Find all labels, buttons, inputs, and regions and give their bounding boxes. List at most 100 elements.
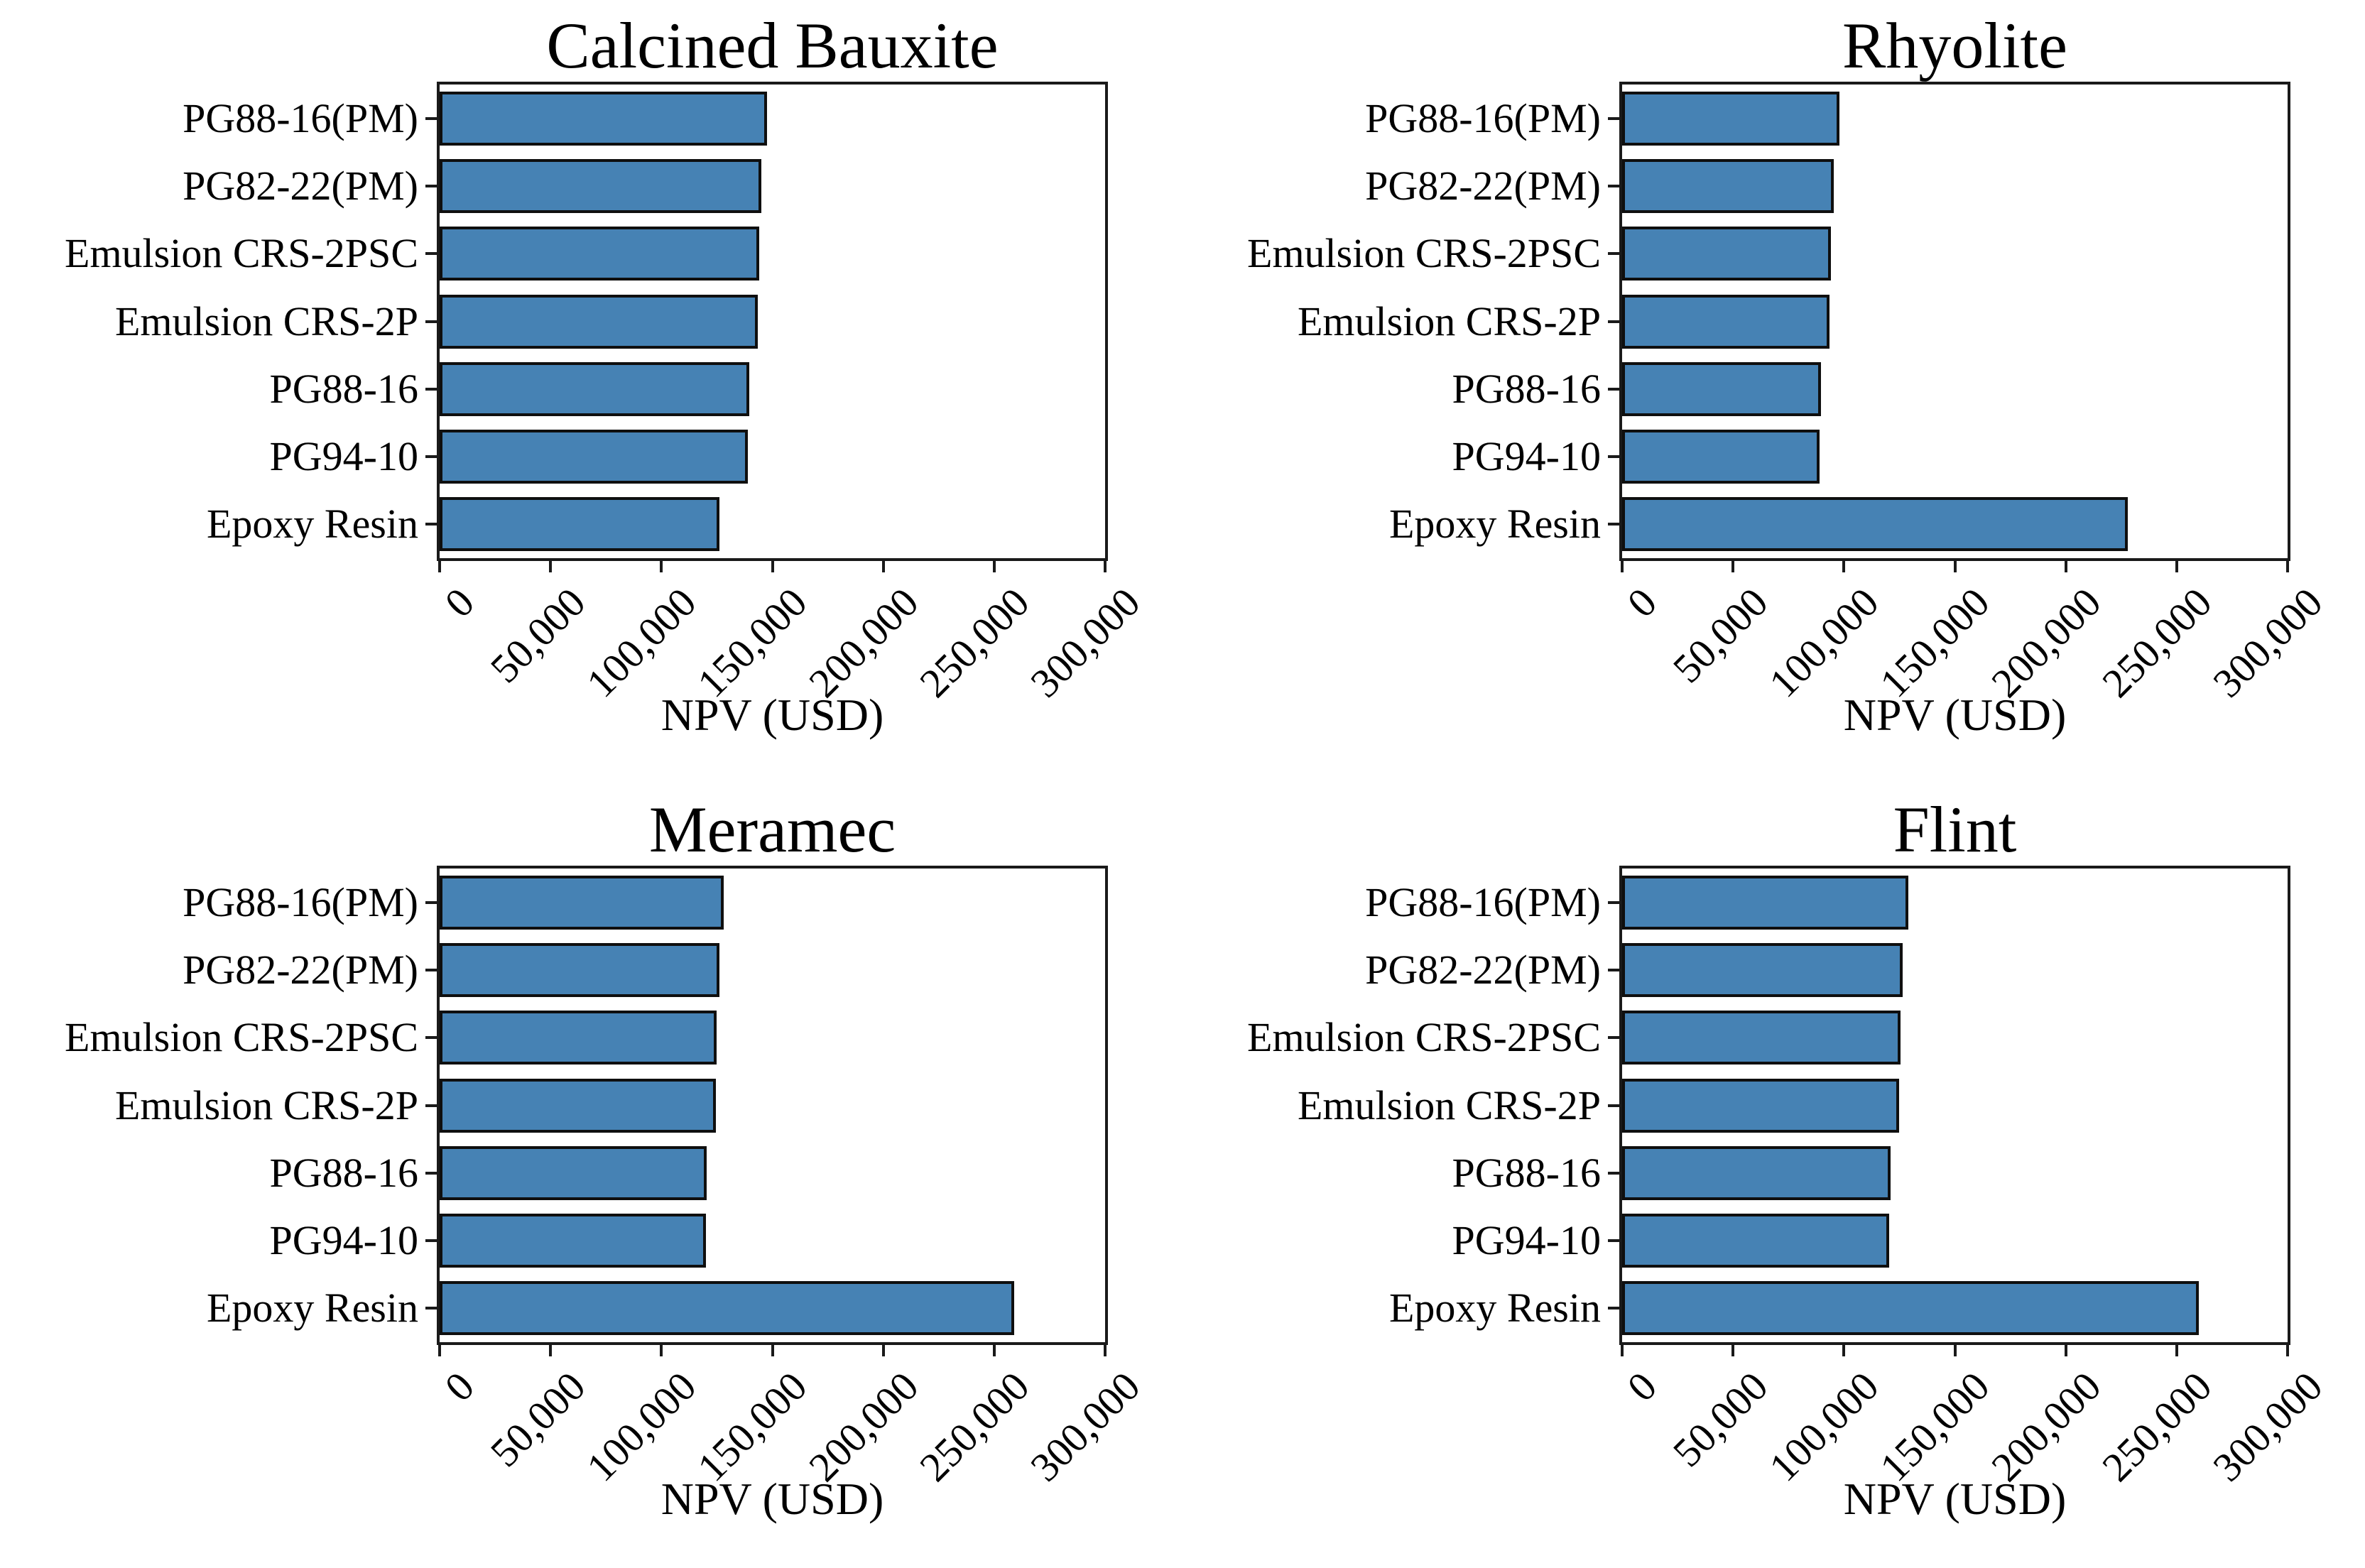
x-tick-mark [1842, 561, 1845, 572]
x-tick-mark [1954, 1345, 1957, 1356]
x-tick-mark [1731, 1345, 1734, 1356]
y-tick-label: Emulsion CRS-2P [1297, 1082, 1601, 1128]
y-tick-mark [425, 1036, 437, 1039]
x-tick-label: 50,000 [1663, 1363, 1777, 1476]
x-tick-label: 0 [1618, 1363, 1666, 1410]
chart-flint: Flint NPV (USD) PG88-16(PM) PG82-22(PM) Em… [1182, 784, 2365, 1568]
bar-emulsion-crs-2psc [1622, 1011, 1901, 1065]
x-tick-mark [771, 561, 774, 572]
bar-pg88-16 [440, 361, 749, 416]
x-axis-label: NPV (USD) [660, 1474, 884, 1524]
x-tick-mark [2175, 1345, 2178, 1356]
chart-rhyolite: Rhyolite NPV (USD) PG88-16(PM) PG82-22(PM… [1182, 0, 2365, 784]
y-tick-mark [425, 1239, 437, 1242]
chart-title: Meramec [648, 793, 896, 866]
y-tick-mark [1608, 1239, 1619, 1242]
x-tick-mark [1621, 1345, 1624, 1356]
bar-pg88-16-pm [440, 91, 767, 146]
y-tick-mark [1608, 117, 1619, 120]
bar-pg88-16 [440, 1145, 707, 1200]
bar-pg94-10 [1622, 1214, 1889, 1268]
y-tick-label: PG88-16(PM) [1365, 95, 1601, 141]
y-tick-label: PG94-10 [1452, 1217, 1601, 1263]
chart-title: Calcined Bauxite [546, 9, 999, 82]
y-tick-mark [1608, 320, 1619, 323]
x-tick-mark [438, 1345, 441, 1356]
bar-pg94-10 [440, 1214, 706, 1268]
y-tick-label: PG94-10 [1452, 433, 1601, 479]
x-tick-label: 200,000 [799, 1363, 928, 1491]
bar-pg88-16-pm [1622, 875, 1908, 930]
x-tick-label: 150,000 [1870, 1363, 1999, 1491]
bar-pg88-16 [1622, 361, 1821, 416]
x-tick-label: 50,000 [481, 579, 594, 692]
x-tick-label: 200,000 [799, 579, 928, 707]
y-tick-mark [1608, 1172, 1619, 1175]
x-tick-mark [1104, 561, 1107, 572]
x-tick-mark [882, 1345, 885, 1356]
bar-epoxy-resin [440, 497, 719, 552]
bar-pg82-22-pm [440, 158, 761, 213]
plot-area [437, 82, 1108, 561]
x-tick-label: 0 [1618, 579, 1666, 626]
y-tick-mark [425, 117, 437, 120]
y-tick-mark [425, 1307, 437, 1310]
x-tick-label: 100,000 [1759, 579, 1888, 707]
y-tick-label: Emulsion CRS-2P [114, 1082, 418, 1128]
x-tick-mark [1842, 1345, 1845, 1356]
y-tick-mark [425, 320, 437, 323]
bar-pg82-22-pm [440, 942, 719, 997]
y-tick-mark [425, 252, 437, 255]
chart-title: Flint [1893, 793, 2017, 866]
x-tick-mark [2065, 561, 2067, 572]
bar-epoxy-resin [1622, 1281, 2199, 1336]
x-tick-label: 50,000 [1663, 579, 1777, 692]
x-tick-mark [771, 1345, 774, 1356]
x-tick-mark [2175, 561, 2178, 572]
y-tick-label: PG82-22(PM) [183, 163, 418, 209]
x-tick-label: 300,000 [2203, 1363, 2332, 1491]
bar-pg94-10 [1622, 430, 1820, 484]
x-tick-label: 200,000 [1981, 579, 2110, 707]
plot-area [1619, 82, 2290, 561]
y-tick-label: Emulsion CRS-2P [114, 298, 418, 344]
y-tick-mark [1608, 1307, 1619, 1310]
y-tick-mark [1608, 388, 1619, 391]
x-axis-label: NPV (USD) [1843, 1474, 2067, 1524]
chart-calcined-bauxite: Calcined Bauxite NPV (USD) PG88-16(PM) PG… [0, 0, 1182, 784]
x-tick-label: 100,000 [577, 579, 705, 707]
bar-epoxy-resin [1622, 497, 2128, 552]
x-tick-label: 250,000 [2092, 1363, 2221, 1491]
y-tick-label: PG88-16 [269, 366, 418, 412]
y-tick-mark [1608, 185, 1619, 187]
y-tick-mark [425, 1172, 437, 1175]
y-tick-mark [425, 1104, 437, 1107]
x-axis-label: NPV (USD) [1843, 690, 2067, 740]
y-tick-mark [425, 523, 437, 526]
bar-pg88-16 [1622, 1145, 1891, 1200]
x-tick-mark [660, 1345, 663, 1356]
y-tick-mark [1608, 901, 1619, 904]
y-tick-mark [425, 901, 437, 904]
y-tick-label: PG82-22(PM) [1365, 947, 1601, 993]
bar-emulsion-crs-2psc [440, 227, 759, 281]
x-tick-label: 250,000 [2092, 579, 2221, 707]
bar-pg88-16-pm [440, 875, 724, 930]
x-tick-mark [549, 561, 552, 572]
bar-pg82-22-pm [1622, 158, 1834, 213]
x-axis-label: NPV (USD) [660, 690, 884, 740]
chart-title: Rhyolite [1842, 9, 2067, 82]
y-tick-mark [425, 969, 437, 971]
y-tick-label: Epoxy Resin [1388, 1285, 1601, 1331]
x-tick-mark [1104, 1345, 1107, 1356]
bar-emulsion-crs-2p [1622, 1078, 1899, 1133]
y-tick-mark [425, 455, 437, 458]
x-tick-label: 300,000 [2203, 579, 2332, 707]
bar-pg94-10 [440, 430, 748, 484]
x-tick-mark [993, 1345, 996, 1356]
x-tick-mark [993, 561, 996, 572]
x-tick-label: 300,000 [1021, 579, 1149, 707]
bar-emulsion-crs-2p [1622, 294, 1830, 349]
x-tick-label: 0 [435, 579, 484, 626]
